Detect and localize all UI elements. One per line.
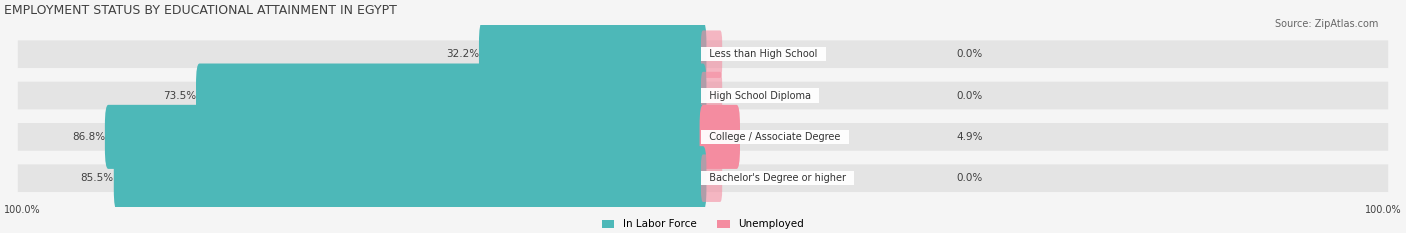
Text: EMPLOYMENT STATUS BY EDUCATIONAL ATTAINMENT IN EGYPT: EMPLOYMENT STATUS BY EDUCATIONAL ATTAINM…	[4, 4, 396, 17]
Text: Bachelor's Degree or higher: Bachelor's Degree or higher	[703, 173, 852, 183]
Text: High School Diploma: High School Diploma	[703, 91, 817, 100]
Text: 0.0%: 0.0%	[956, 91, 983, 100]
Text: Source: ZipAtlas.com: Source: ZipAtlas.com	[1274, 19, 1378, 29]
Text: Less than High School: Less than High School	[703, 49, 824, 59]
FancyBboxPatch shape	[18, 123, 1388, 151]
FancyBboxPatch shape	[105, 105, 706, 169]
FancyBboxPatch shape	[18, 82, 1388, 109]
Text: 32.2%: 32.2%	[446, 49, 479, 59]
Text: 4.9%: 4.9%	[956, 132, 983, 142]
FancyBboxPatch shape	[114, 146, 706, 210]
FancyBboxPatch shape	[702, 72, 723, 119]
FancyBboxPatch shape	[195, 64, 706, 128]
FancyBboxPatch shape	[702, 154, 723, 202]
FancyBboxPatch shape	[702, 31, 723, 78]
FancyBboxPatch shape	[18, 40, 1388, 68]
FancyBboxPatch shape	[700, 105, 740, 169]
Text: 100.0%: 100.0%	[4, 205, 41, 215]
FancyBboxPatch shape	[18, 164, 1388, 192]
Text: 86.8%: 86.8%	[72, 132, 105, 142]
Text: 73.5%: 73.5%	[163, 91, 195, 100]
Text: 0.0%: 0.0%	[956, 49, 983, 59]
FancyBboxPatch shape	[479, 22, 706, 86]
Text: 0.0%: 0.0%	[956, 173, 983, 183]
Legend: In Labor Force, Unemployed: In Labor Force, Unemployed	[602, 219, 804, 229]
Text: 100.0%: 100.0%	[1365, 205, 1402, 215]
Text: College / Associate Degree: College / Associate Degree	[703, 132, 846, 142]
Text: 85.5%: 85.5%	[80, 173, 114, 183]
